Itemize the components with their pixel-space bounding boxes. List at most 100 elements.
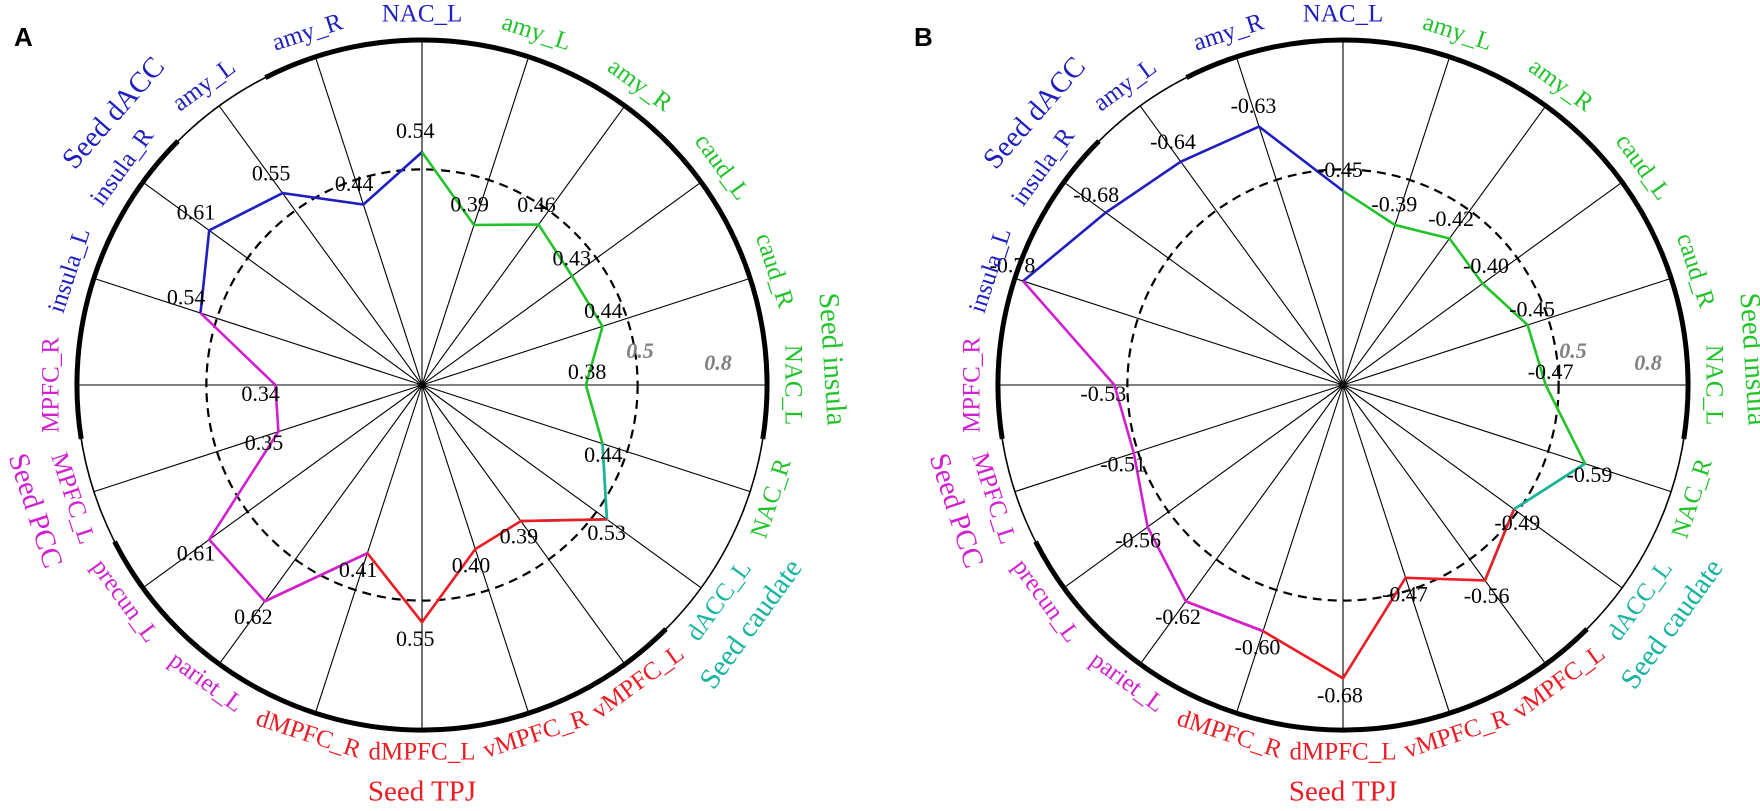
grid-spoke xyxy=(314,384,423,714)
data-label: 0.41 xyxy=(339,557,378,582)
seed-label: Seed TPJ xyxy=(368,776,476,808)
data-label: 0.44 xyxy=(335,171,374,196)
data-label: -0.45 xyxy=(1509,297,1555,322)
spoke-label: caud_L xyxy=(1610,129,1676,206)
spoke-label: NAC_L xyxy=(779,345,806,426)
outer-thick-arc xyxy=(995,139,1101,440)
data-label: 0.34 xyxy=(241,381,280,406)
data-label: -0.47 xyxy=(1528,359,1574,384)
data-label: 0.44 xyxy=(584,298,623,323)
grid-spoke xyxy=(421,105,626,386)
data-label: 0.46 xyxy=(517,192,556,217)
data-label: 0.35 xyxy=(245,430,283,455)
data-label: -0.56 xyxy=(1115,528,1161,553)
data-label: 0.62 xyxy=(234,604,273,629)
spoke-label: MPFC_R xyxy=(38,337,65,433)
grid-spoke xyxy=(1014,277,1344,386)
data-label: -0.49 xyxy=(1494,510,1540,535)
spoke-label: NAC_R xyxy=(746,455,797,542)
grid-spoke xyxy=(1342,384,1451,714)
data-label: -0.68 xyxy=(1317,682,1363,707)
data-label: 0.44 xyxy=(584,442,623,467)
outer-thick-arc xyxy=(112,540,668,733)
grid-spoke xyxy=(421,277,751,386)
panel-letter-a: A xyxy=(14,22,33,52)
grid-spoke xyxy=(1139,105,1344,386)
data-label: -0.39 xyxy=(1371,191,1417,216)
grid-spoke xyxy=(1342,277,1672,386)
reference-label: 0.5 xyxy=(1559,338,1587,363)
grid-spoke xyxy=(314,56,423,386)
series-line xyxy=(1022,280,1264,633)
grid-spoke xyxy=(1342,105,1547,386)
grid-spoke xyxy=(1063,181,1344,386)
grid-spoke xyxy=(1342,384,1547,665)
spoke-label: dMPFC_L xyxy=(1290,739,1397,766)
series-line xyxy=(264,518,607,625)
grid-spoke xyxy=(1235,56,1344,386)
data-label: -0.64 xyxy=(1150,129,1196,154)
data-label: 0.55 xyxy=(252,161,291,186)
data-label: -0.60 xyxy=(1235,635,1281,660)
grid-spoke xyxy=(1139,384,1344,665)
data-label: -0.56 xyxy=(1464,583,1510,608)
series-line xyxy=(1342,189,1587,511)
outer-thick-arc xyxy=(1185,37,1691,440)
spoke-label: NAC_R xyxy=(1667,455,1718,542)
series-line xyxy=(420,151,609,520)
data-label: 0.39 xyxy=(450,191,489,216)
data-label: -0.45 xyxy=(1317,157,1363,182)
data-label: 0.43 xyxy=(553,245,592,270)
data-label: 0.54 xyxy=(396,118,435,143)
spoke-label: NAC_L xyxy=(1700,345,1727,426)
grid-spoke xyxy=(421,384,751,493)
grid-spoke xyxy=(1063,384,1344,589)
grid-spoke xyxy=(1342,384,1672,493)
grid-spoke xyxy=(421,181,702,386)
data-label: 0.55 xyxy=(396,626,435,651)
data-label: 0.61 xyxy=(177,200,216,225)
reference-circle xyxy=(205,168,639,602)
grid-spoke xyxy=(421,56,530,386)
series-line xyxy=(199,151,423,314)
data-label: -0.42 xyxy=(1428,206,1474,231)
grid-spoke xyxy=(218,384,423,665)
data-label: 0.61 xyxy=(177,540,216,565)
spoke-label: NAC_L xyxy=(382,1,463,28)
grid-spoke xyxy=(142,181,423,386)
data-label: 0.53 xyxy=(587,520,626,545)
spoke-label: amy_R xyxy=(603,53,678,117)
data-label: 0.54 xyxy=(167,285,206,310)
radar-chart-b: 0.5 0.8-0.45-0.39-0.42-0.40-0.45-0.47-0.5… xyxy=(923,1,1760,808)
reference-label: 0.8 xyxy=(704,350,732,375)
outer-thick-arc xyxy=(264,37,770,440)
reference-circle xyxy=(1126,168,1560,602)
grid-spoke xyxy=(142,384,423,589)
series-line xyxy=(199,312,368,603)
data-label: -0.78 xyxy=(990,253,1036,278)
spoke-label: caud_L xyxy=(689,129,755,206)
data-label: -0.40 xyxy=(1463,253,1509,278)
spoke-label: amy_L xyxy=(167,53,240,116)
panel-letter-b: B xyxy=(914,22,933,52)
grid-spoke xyxy=(421,384,702,589)
data-label: -0.59 xyxy=(1567,462,1613,487)
reference-label: 0.5 xyxy=(626,338,654,363)
data-label: -0.51 xyxy=(1100,451,1146,476)
spoke-label: amy_L xyxy=(1088,53,1161,116)
data-label: -0.47 xyxy=(1382,581,1428,606)
seed-label: Seed TPJ xyxy=(1289,776,1397,808)
data-label: 0.40 xyxy=(452,553,491,578)
spoke-label: MPFC_R xyxy=(959,337,986,433)
spoke-label: dMPFC_L xyxy=(369,739,476,766)
radar-chart-a: 0.5 0.8 0.54 0.39 0.46 0.43 0.44 0.38 0.44 0.53 0.… xyxy=(2,1,853,808)
spoke-label: NAC_L xyxy=(1303,1,1384,28)
spoke-label: amy_R xyxy=(1524,53,1599,117)
data-label: 0.39 xyxy=(500,524,538,549)
grid-spoke xyxy=(1014,384,1344,493)
seed-label: Seed insula xyxy=(1733,292,1760,427)
data-label: 0.38 xyxy=(568,359,607,384)
grid-spoke xyxy=(1342,384,1623,589)
data-label: -0.63 xyxy=(1231,93,1277,118)
